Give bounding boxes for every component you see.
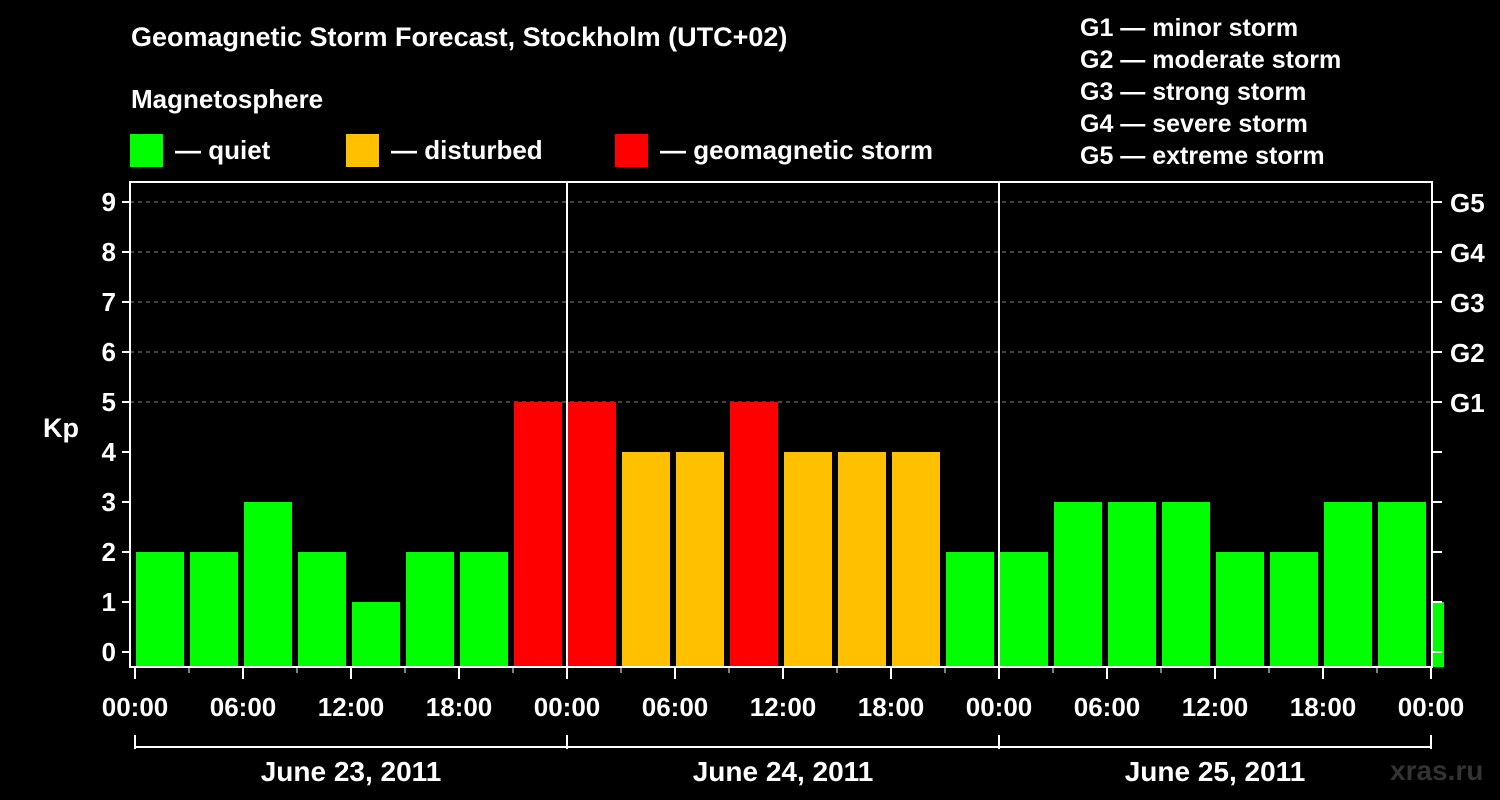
y-axis-title: Kp	[43, 413, 79, 443]
kp-bar	[568, 402, 616, 667]
kp-bar	[946, 552, 994, 667]
x-tick-label: 00:00	[534, 692, 601, 722]
kp-bar	[622, 452, 670, 667]
x-tick-label: 00:00	[102, 692, 169, 722]
day-label: June 24, 2011	[693, 756, 874, 787]
legend-label-quiet: — quiet	[175, 134, 271, 165]
kp-bar	[892, 452, 940, 667]
g-scale-legend: G1 — minor storm G2 — moderate storm G3 …	[1080, 12, 1341, 172]
kp-bar	[1108, 502, 1156, 667]
g-scale-item: G5 — extreme storm	[1080, 142, 1325, 170]
y-tick-label: 6	[102, 337, 116, 367]
legend-swatch-disturbed	[346, 133, 379, 167]
kp-bar	[460, 552, 508, 667]
kp-bar	[1054, 502, 1102, 667]
x-tick-label: 06:00	[210, 692, 277, 722]
g-scale-item: G2 — moderate storm	[1080, 46, 1342, 74]
y-tick-label: 8	[102, 237, 116, 267]
kp-bar	[1000, 552, 1048, 667]
kp-bar	[244, 502, 292, 667]
x-tick-label: 12:00	[1182, 692, 1249, 722]
kp-bar	[352, 602, 400, 667]
x-tick-label: 12:00	[750, 692, 817, 722]
g-axis-label: G1	[1450, 388, 1485, 418]
legend-quiet: — quiet	[130, 133, 270, 167]
kp-bar	[1216, 552, 1264, 667]
x-tick-label: 18:00	[858, 692, 925, 722]
x-tick-label: 12:00	[318, 692, 385, 722]
kp-bar	[730, 402, 778, 667]
y-tick-label: 4	[102, 437, 117, 467]
legend-disturbed: — disturbed	[346, 133, 543, 167]
g-scale-item: G3 — strong storm	[1080, 78, 1307, 106]
x-tick-label: 06:00	[1074, 692, 1141, 722]
kp-bar	[298, 552, 346, 667]
kp-bar	[406, 552, 454, 667]
kp-bar	[676, 452, 724, 667]
day-label: June 23, 2011	[261, 756, 442, 787]
kp-bar	[1324, 502, 1372, 667]
g-scale-item: G4 — severe storm	[1080, 110, 1308, 138]
legend-label-disturbed: — disturbed	[391, 134, 543, 165]
chart-title: Geomagnetic Storm Forecast, Stockholm (U…	[131, 22, 788, 52]
y-tick-label: 0	[102, 637, 116, 667]
legend-storm: — geomagnetic storm	[615, 133, 933, 167]
legend-swatch-quiet	[130, 133, 163, 167]
day-label: June 25, 2011	[1125, 756, 1306, 787]
kp-bar	[1270, 552, 1318, 667]
kp-bar	[190, 552, 238, 667]
plot-frame	[129, 181, 1433, 668]
kp-bar	[784, 452, 832, 667]
x-tick-label: 00:00	[966, 692, 1033, 722]
g-scale-item: G1 — minor storm	[1080, 14, 1299, 42]
y-tick-label: 1	[102, 587, 116, 617]
g-axis-label: G2	[1450, 338, 1485, 368]
g-axis-label: G3	[1450, 288, 1485, 318]
kp-bar	[1432, 602, 1444, 667]
y-tick-label: 9	[102, 187, 116, 217]
g-axis-label: G5	[1450, 188, 1485, 218]
y-tick-label: 7	[102, 287, 116, 317]
watermark: xras.ru	[1390, 755, 1484, 786]
kp-bar	[1162, 502, 1210, 667]
x-tick-label: 18:00	[426, 692, 493, 722]
kp-bar	[136, 552, 184, 667]
kp-bar	[838, 452, 886, 667]
y-tick-label: 5	[102, 387, 116, 417]
y-tick-label: 3	[102, 487, 116, 517]
magnetosphere-label: Magnetosphere	[131, 84, 324, 114]
legend-swatch-storm	[615, 133, 648, 167]
x-tick-label: 00:00	[1398, 692, 1465, 722]
g-axis-label: G4	[1450, 238, 1485, 268]
x-tick-label: 06:00	[642, 692, 709, 722]
x-tick-label: 18:00	[1290, 692, 1357, 722]
legend-label-storm: — geomagnetic storm	[660, 134, 934, 165]
kp-bar	[514, 402, 562, 667]
y-tick-label: 2	[102, 537, 116, 567]
kp-bar	[1378, 502, 1426, 667]
